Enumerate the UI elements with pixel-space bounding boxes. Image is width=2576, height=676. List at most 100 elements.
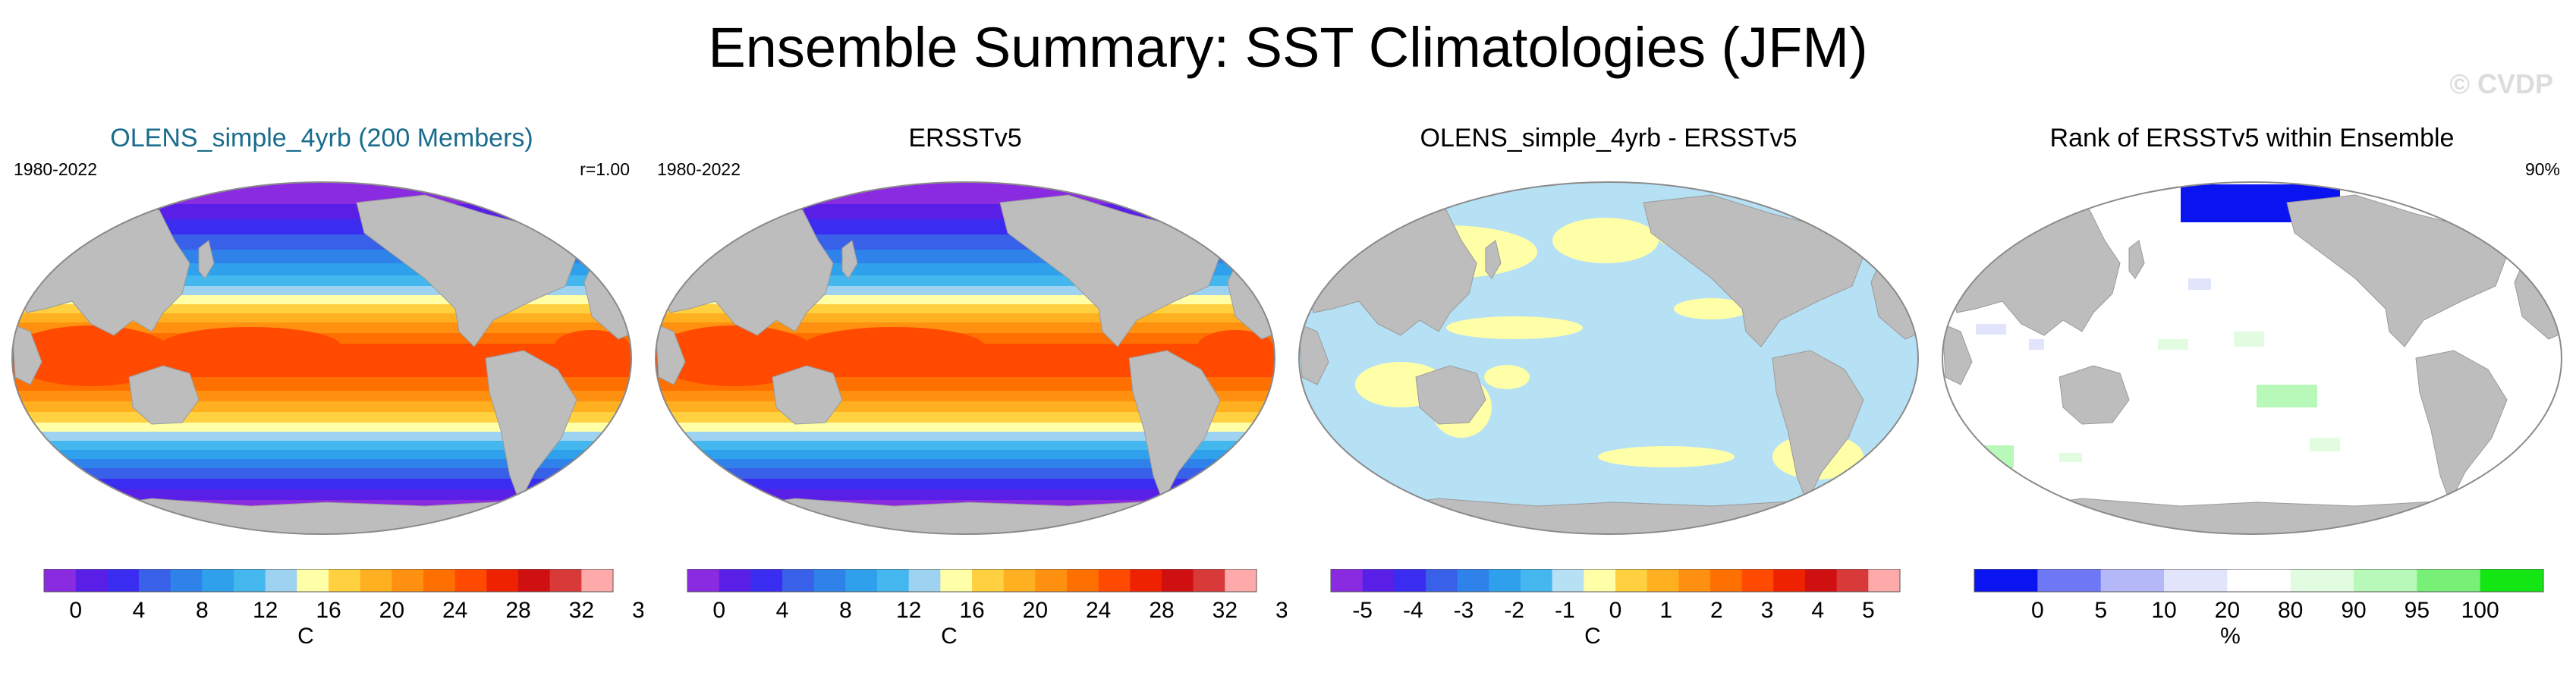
watermark: © CVDP	[2449, 68, 2553, 99]
colorbar-tick-label: 20	[379, 598, 404, 623]
colorbar-tick-label: 80	[2278, 598, 2303, 623]
colorbar-tick-label: -2	[1504, 598, 1524, 623]
colorbar-swatch	[1362, 569, 1395, 592]
colorbar-frame	[1974, 569, 2544, 593]
colorbar-tick-label: -5	[1352, 598, 1373, 623]
colorbar-swatch	[1426, 569, 1458, 592]
colorbar-tick-label: 0	[712, 598, 725, 623]
colorbar-swatch	[1331, 569, 1363, 592]
colorbar-swatch	[1584, 569, 1616, 592]
colorbar-tick-label: 90	[2341, 598, 2366, 623]
colorbar-swatch	[1193, 569, 1225, 592]
colorbar-swatch	[1678, 569, 1711, 592]
colorbar-swatch	[518, 569, 551, 592]
colorbar-tick-label: 95	[2405, 598, 2430, 623]
colorbar-tick-label: 0	[69, 598, 82, 623]
colorbar-swatch	[1805, 569, 1838, 592]
colorbar-swatch	[486, 569, 519, 592]
colorbar-unit: C	[941, 624, 958, 649]
colorbar-tick-label: 28	[505, 598, 530, 623]
colorbar-swatch	[581, 569, 614, 592]
panel-2-period: 1980-2022	[657, 159, 741, 179]
colorbar-swatch	[1394, 569, 1426, 592]
colorbar-tick-label: 1	[1659, 598, 1672, 623]
colorbar-swatch	[2227, 569, 2291, 592]
panel-3: OLENS_simple_4yrb - ERSSTv5 -5 -4 -3 -2 -1 0 1…	[1287, 114, 1930, 676]
colorbar-swatch	[2480, 569, 2544, 592]
panel-3-map	[1298, 181, 1919, 535]
colorbar-swatch	[1836, 569, 1869, 592]
colorbar-unit: C	[297, 624, 314, 649]
colorbar-frame	[43, 569, 614, 593]
colorbar-swatch	[107, 569, 140, 592]
colorbar-tick-label: 16	[316, 598, 341, 623]
panel-4: Rank of ERSSTv5 within Ensemble 90% 0 5 10…	[1930, 114, 2574, 676]
colorbar-swatch	[1647, 569, 1679, 592]
colorbar-swatch	[2354, 569, 2417, 592]
panel-4-map	[1942, 181, 2562, 535]
colorbar-swatch	[1457, 569, 1489, 592]
colorbar-tick-label: 10	[2151, 598, 2176, 623]
colorbar-tick-label: 28	[1149, 598, 1174, 623]
colorbar-tick-label: 5	[2094, 598, 2107, 623]
colorbar-tick-label: 32	[569, 598, 594, 623]
colorbar-tick-label: 24	[442, 598, 467, 623]
panel-4-title: Rank of ERSSTv5 within Ensemble	[2049, 124, 2455, 152]
colorbar-swatch	[750, 569, 783, 592]
colorbar-swatch	[2037, 569, 2102, 592]
colorbar-swatch	[687, 569, 720, 592]
colorbar-swatch	[719, 569, 751, 592]
panel-1-map	[11, 181, 632, 535]
colorbar-swatch	[1035, 569, 1068, 592]
colorbar-swatch	[2417, 569, 2481, 592]
colorbar-swatch	[1225, 569, 1257, 592]
colorbar-swatch	[1098, 569, 1131, 592]
colorbar-swatch	[845, 569, 878, 592]
panel-2-title: ERSSTv5	[908, 124, 1022, 152]
colorbar-swatch	[972, 569, 1005, 592]
colorbar-tick-label: 2	[1710, 598, 1723, 623]
colorbar-swatch	[1710, 569, 1743, 592]
panel-1-correlation: r=1.00	[580, 159, 630, 179]
colorbar-swatch	[329, 569, 361, 592]
panel-1-title: OLENS_simple_4yrb (200 Members)	[110, 124, 533, 152]
colorbar-swatch	[1773, 569, 1806, 592]
colorbar-tick-label: 4	[133, 598, 146, 623]
colorbar-swatch	[454, 569, 487, 592]
colorbar-swatch	[1162, 569, 1194, 592]
panel-4-percent: 90%	[2524, 159, 2560, 179]
colorbar-swatch	[1521, 569, 1553, 592]
colorbar-swatch	[2100, 569, 2165, 592]
colorbar-swatch	[908, 569, 941, 592]
panel-3-colorbar: -5 -4 -3 -2 -1 0 1 2 3 4 5 C	[1330, 569, 1901, 649]
colorbar-tick-label: 20	[2215, 598, 2240, 623]
colorbar-tick-label: 3	[1761, 598, 1774, 623]
colorbar-swatch	[139, 569, 171, 592]
colorbar-swatch	[1974, 569, 2038, 592]
colorbar-swatch	[265, 569, 297, 592]
colorbar-swatch	[234, 569, 266, 592]
colorbar-swatch	[75, 569, 108, 592]
colorbar-tick-label: 4	[776, 598, 789, 623]
colorbar-tick-label: 8	[196, 598, 209, 623]
colorbar-swatch	[1741, 569, 1774, 592]
colorbar-tick-label: 36	[632, 598, 643, 623]
colorbar-swatch	[297, 569, 329, 592]
main-title: Ensemble Summary: SST Climatologies (JFM…	[708, 16, 1868, 79]
colorbar-swatch	[940, 569, 973, 592]
colorbar-swatch	[1067, 569, 1099, 592]
colorbar-tick-label: 12	[896, 598, 921, 623]
colorbar-tick-label: 8	[839, 598, 852, 623]
colorbar-tick-label: 36	[1275, 598, 1287, 623]
colorbar-frame	[1330, 569, 1901, 593]
colorbar-swatch	[1552, 569, 1584, 592]
colorbar-swatch	[170, 569, 203, 592]
colorbar-swatch	[2164, 569, 2228, 592]
colorbar-swatch	[813, 569, 846, 592]
colorbar-frame	[687, 569, 1257, 593]
colorbar-swatch	[392, 569, 424, 592]
colorbar-tick-label: 100	[2461, 598, 2499, 623]
colorbar-tick-label: -3	[1454, 598, 1474, 623]
colorbar-tick-label: 12	[253, 598, 278, 623]
colorbar-swatch	[44, 569, 77, 592]
